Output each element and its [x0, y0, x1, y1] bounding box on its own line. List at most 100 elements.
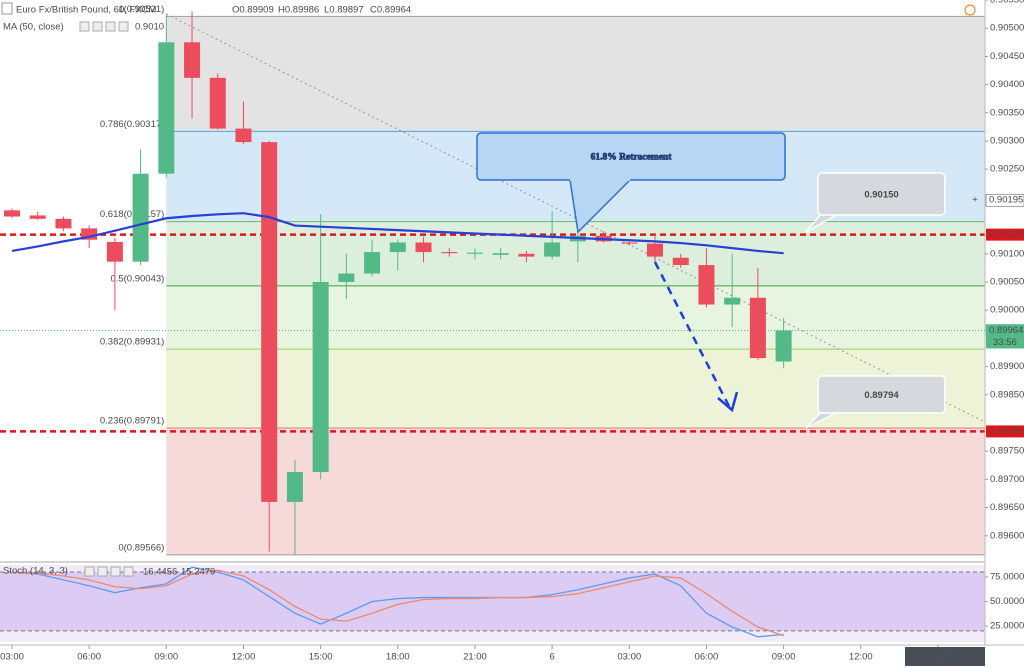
candle-body [492, 253, 509, 255]
candle-body [647, 243, 663, 257]
y-tick-label: 0.89750 [990, 446, 1024, 457]
candle-body [338, 273, 355, 282]
y-tick-label: 0.90100 [990, 248, 1024, 259]
candle-body [389, 242, 406, 253]
y-tick-label: 0.89900 [990, 361, 1024, 372]
stoch-remove-icon[interactable] [110, 566, 121, 577]
x-tick-label: 09:00 [772, 652, 796, 663]
x-tick-label: 18:00 [386, 652, 410, 663]
ohlc-high: H0.89986 [278, 5, 319, 16]
line-series [11, 569, 784, 637]
x-tick-label: 06:00 [77, 652, 101, 663]
candle-body [672, 257, 689, 266]
candle-body [749, 297, 766, 359]
y-tick-label: 75.0000 [990, 571, 1024, 582]
annotation: 61.8% Retracement [591, 153, 673, 163]
y-tick-label: 0.90500 [990, 23, 1024, 34]
fib-label: 0.786(0.90317) [100, 119, 164, 130]
stoch-settings-icon[interactable] [97, 566, 108, 577]
candle-body [441, 252, 458, 254]
candle-body [261, 142, 278, 502]
y-tick-label: 25.0000 [990, 621, 1024, 632]
price-tag [985, 193, 1024, 207]
candle-body [544, 242, 561, 257]
level-tag-label: 0.90134 [989, 229, 1023, 240]
candle-body [621, 242, 638, 244]
candle-body [724, 297, 741, 305]
callout-box [476, 132, 786, 181]
fib-label: 0.236(0.89791) [100, 416, 164, 427]
callout-patch [822, 210, 840, 214]
y-tick-label: 0.89650 [990, 502, 1024, 513]
fib-label: 0.618(0.90157) [100, 209, 164, 220]
candle-body [81, 228, 98, 240]
collapse-icon[interactable] [1, 2, 13, 15]
candle-body [698, 265, 715, 305]
alert-icon[interactable] [964, 4, 976, 16]
candle-body [4, 210, 20, 217]
date-tag-label: 06 Sep '18 - 16:00 [906, 652, 983, 663]
level-tag-label: 0.89785 [989, 426, 1023, 437]
candle-body [132, 173, 149, 262]
fib-zone [166, 221, 985, 286]
fib-label: 0.382(0.89931) [100, 337, 164, 348]
y-tick-label: 0.90050 [990, 276, 1024, 287]
callout-box [817, 172, 946, 216]
x-tick-label: 06:00 [695, 652, 719, 663]
callout-patch [570, 177, 630, 181]
fib-label: 0(0.89566) [118, 542, 164, 553]
stoch-eye-icon[interactable] [84, 566, 95, 577]
ohlc-open: O0.89909 [232, 5, 274, 16]
stoch-more-icon[interactable] [123, 566, 134, 577]
date-tag [905, 647, 985, 666]
y-tick-label: 0.90300 [990, 136, 1024, 147]
callout-patch [822, 408, 840, 412]
candle-body [312, 281, 329, 473]
candle-body [775, 330, 792, 362]
ma-eye-icon[interactable] [79, 21, 90, 32]
stoch-k-value: 16.4456 [143, 567, 177, 578]
ma-line [11, 212, 784, 255]
candle-body [415, 242, 432, 253]
candle-body [235, 128, 252, 143]
y-tick-label: 0.90400 [990, 79, 1024, 90]
symbol-title: Euro Fx/British Pound, 60, FXCM [16, 5, 157, 16]
x-tick-label: 03:00 [617, 652, 641, 663]
y-tick-label: 50.0000 [990, 596, 1024, 607]
y-tick-label: 0.89700 [990, 474, 1024, 485]
stoch-d-value: 15.2479 [181, 567, 215, 578]
price-tag-label: 0.89964 [989, 325, 1023, 336]
price-tag-label: 0.90195 [989, 195, 1023, 206]
x-tick-label: 15:00 [309, 652, 333, 663]
callout-box [817, 375, 946, 414]
y-tick-label: 0.90550 [990, 0, 1024, 6]
ma-settings-icon[interactable] [92, 21, 103, 32]
price-axis [985, 0, 1024, 645]
y-tick-label: 0.90000 [990, 305, 1024, 316]
fib-zone [166, 285, 985, 350]
ma-more-icon[interactable] [118, 21, 129, 32]
x-tick-label: 03:00 [0, 652, 24, 663]
x-tick-label: 12:00 [849, 652, 873, 663]
level-tag [986, 425, 1024, 438]
candle-body [106, 241, 123, 262]
add-icon[interactable]: + [972, 195, 978, 206]
annotation: 0.90150 [864, 190, 898, 201]
time-axis [0, 645, 1024, 668]
line-series [11, 566, 784, 638]
fib-zone [166, 16, 985, 132]
candle-body [286, 472, 303, 502]
projection-arrow [653, 261, 732, 409]
stoch-band [0, 572, 985, 631]
ma-remove-icon[interactable] [105, 21, 116, 32]
ma-value: 0.9010 [135, 22, 164, 33]
annotation: 0.89794 [864, 390, 899, 401]
level-tag [986, 228, 1024, 241]
candle-body [209, 77, 226, 129]
candle-body [158, 42, 175, 174]
y-tick-label: 0.90250 [990, 164, 1024, 175]
fib-label: 0.5(0.90043) [110, 273, 164, 284]
countdown: 33:56 [993, 337, 1017, 348]
